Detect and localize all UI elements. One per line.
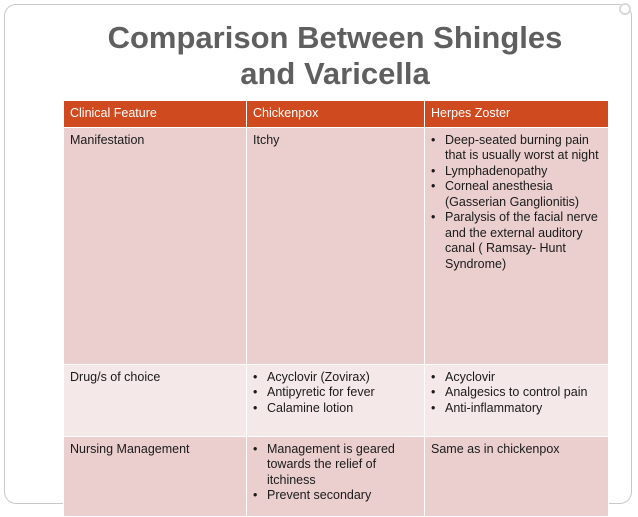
cell-herpes-zoster: Deep-seated burning pain that is usually… [424, 126, 609, 365]
list-item: Acyclovir [431, 370, 602, 386]
cell-text: Same as in chickenpox [431, 441, 560, 456]
list-item: Analgesics to control pain [431, 385, 602, 401]
cell-chickenpox: Management is geared towards the relief … [246, 435, 425, 517]
slide-corner-circle-icon [619, 3, 631, 15]
list-item: Calamine lotion [253, 401, 418, 417]
list-item: Anti-inflammatory [431, 401, 602, 417]
slide-title-line-2: and Varicella [240, 56, 430, 91]
list-item: Corneal anesthesia (Gasserian Ganglionit… [431, 179, 602, 210]
bullet-list: Acyclovir Analgesics to control pain Ant… [431, 370, 602, 417]
cell-feature: Nursing Management [63, 435, 247, 517]
cell-feature: Drug/s of choice [63, 363, 247, 437]
bullet-list: Deep-seated burning pain that is usually… [431, 133, 602, 273]
bullet-list: Management is geared towards the relief … [253, 442, 418, 504]
slide-title-line-1: Comparison Between Shingles [107, 20, 563, 55]
table-header-row: Clinical Feature Chickenpox Herpes Zoste… [63, 100, 609, 128]
cell-text: Itchy [253, 132, 280, 147]
table-row: Nursing Management Management is geared … [63, 435, 609, 517]
comparison-table: Clinical Feature Chickenpox Herpes Zoste… [63, 100, 609, 517]
cell-feature: Manifestation [63, 126, 247, 365]
bullet-list: Acyclovir (Zovirax) Antipyretic for feve… [253, 370, 418, 417]
list-item: Lymphadenopathy [431, 164, 602, 180]
header-herpes-zoster: Herpes Zoster [424, 100, 609, 128]
header-clinical-feature: Clinical Feature [63, 100, 247, 128]
header-chickenpox: Chickenpox [246, 100, 425, 128]
table-row: Drug/s of choice Acyclovir (Zovirax) Ant… [63, 363, 609, 437]
slide-title: Comparison Between Shingles and Varicell… [60, 20, 610, 92]
list-item: Acyclovir (Zovirax) [253, 370, 418, 386]
list-item: Prevent secondary [253, 488, 418, 504]
table-row: Manifestation Itchy Deep-seated burning … [63, 126, 609, 365]
cell-chickenpox: Acyclovir (Zovirax) Antipyretic for feve… [246, 363, 425, 437]
cell-herpes-zoster: Same as in chickenpox [424, 435, 609, 517]
list-item: Paralysis of the facial nerve and the ex… [431, 210, 602, 272]
list-item: Management is geared towards the relief … [253, 442, 418, 489]
list-item: Antipyretic for fever [253, 385, 418, 401]
list-item: Deep-seated burning pain that is usually… [431, 133, 602, 164]
cell-chickenpox: Itchy [246, 126, 425, 365]
cell-herpes-zoster: Acyclovir Analgesics to control pain Ant… [424, 363, 609, 437]
